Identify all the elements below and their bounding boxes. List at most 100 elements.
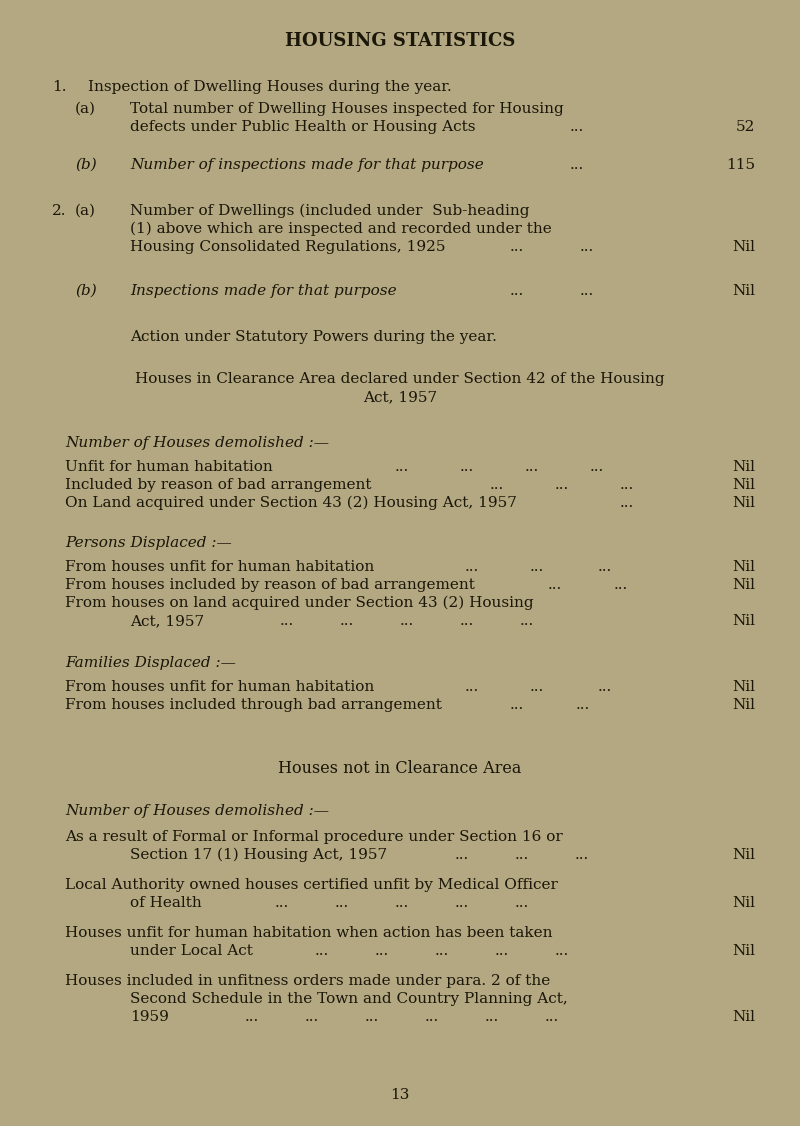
Text: Nil: Nil [732,944,755,958]
Text: ...: ... [548,578,562,592]
Text: Total number of Dwelling Houses inspected for Housing: Total number of Dwelling Houses inspecte… [130,102,564,116]
Text: (a): (a) [75,102,96,116]
Text: Houses in Clearance Area declared under Section 42 of the Housing: Houses in Clearance Area declared under … [135,372,665,386]
Text: ...: ... [465,560,479,574]
Text: ...: ... [375,944,390,958]
Text: Local Authority owned houses certified unfit by Medical Officer: Local Authority owned houses certified u… [65,878,558,892]
Text: ...: ... [545,1010,559,1024]
Text: ...: ... [570,120,584,134]
Text: Persons Displaced :—: Persons Displaced :— [65,536,232,549]
Text: ...: ... [555,944,570,958]
Text: Nil: Nil [732,461,755,474]
Text: As a result of Formal or Informal procedure under Section 16 or: As a result of Formal or Informal proced… [65,830,562,844]
Text: Nil: Nil [732,848,755,863]
Text: (a): (a) [75,204,96,218]
Text: Nil: Nil [732,479,755,492]
Text: Inspections made for that purpose: Inspections made for that purpose [130,284,397,298]
Text: Section 17 (1) Housing Act, 1957: Section 17 (1) Housing Act, 1957 [130,848,387,863]
Text: Inspection of Dwelling Houses during the year.: Inspection of Dwelling Houses during the… [88,80,452,93]
Text: ...: ... [275,896,290,910]
Text: ...: ... [280,614,294,628]
Text: Number of inspections made for that purpose: Number of inspections made for that purp… [130,158,484,172]
Text: Nil: Nil [732,896,755,910]
Text: Nil: Nil [732,614,755,628]
Text: defects under Public Health or Housing Acts: defects under Public Health or Housing A… [130,120,475,134]
Text: ...: ... [510,240,524,254]
Text: ...: ... [315,944,330,958]
Text: ...: ... [340,614,354,628]
Text: Act, 1957: Act, 1957 [363,390,437,404]
Text: ...: ... [614,578,628,592]
Text: ...: ... [580,240,594,254]
Text: 1959: 1959 [130,1010,169,1024]
Text: of Health: of Health [130,896,202,910]
Text: Nil: Nil [732,240,755,254]
Text: Housing Consolidated Regulations, 1925: Housing Consolidated Regulations, 1925 [130,240,446,254]
Text: HOUSING STATISTICS: HOUSING STATISTICS [285,32,515,50]
Text: Number of Dwellings (included under  Sub-heading: Number of Dwellings (included under Sub-… [130,204,530,218]
Text: On Land acquired under Section 43 (2) Housing Act, 1957: On Land acquired under Section 43 (2) Ho… [65,495,517,510]
Text: 1.: 1. [52,80,66,93]
Text: under Local Act: under Local Act [130,944,253,958]
Text: ...: ... [490,479,504,492]
Text: ...: ... [570,158,584,172]
Text: Nil: Nil [732,698,755,712]
Text: ...: ... [460,614,474,628]
Text: ...: ... [460,461,474,474]
Text: ...: ... [590,461,604,474]
Text: ...: ... [510,284,524,298]
Text: ...: ... [395,896,410,910]
Text: Nil: Nil [732,1010,755,1024]
Text: ...: ... [598,680,612,694]
Text: Nil: Nil [732,578,755,592]
Text: ...: ... [455,896,470,910]
Text: ...: ... [555,479,570,492]
Text: ...: ... [576,698,590,712]
Text: ...: ... [530,680,544,694]
Text: ...: ... [525,461,539,474]
Text: ...: ... [515,896,530,910]
Text: Nil: Nil [732,495,755,510]
Text: ...: ... [435,944,450,958]
Text: Houses unfit for human habitation when action has been taken: Houses unfit for human habitation when a… [65,926,553,940]
Text: ...: ... [620,479,634,492]
Text: (b): (b) [75,284,97,298]
Text: 13: 13 [390,1088,410,1102]
Text: ...: ... [245,1010,259,1024]
Text: Houses not in Clearance Area: Houses not in Clearance Area [278,760,522,777]
Text: ...: ... [520,614,534,628]
Text: Number of Houses demolished :—: Number of Houses demolished :— [65,436,329,450]
Text: ...: ... [400,614,414,628]
Text: Nil: Nil [732,560,755,574]
Text: From houses included through bad arrangement: From houses included through bad arrange… [65,698,442,712]
Text: (1) above which are inspected and recorded under the: (1) above which are inspected and record… [130,222,552,236]
Text: ...: ... [575,848,590,863]
Text: From houses on land acquired under Section 43 (2) Housing: From houses on land acquired under Secti… [65,596,534,610]
Text: ...: ... [485,1010,499,1024]
Text: Included by reason of bad arrangement: Included by reason of bad arrangement [65,479,371,492]
Text: (b): (b) [75,158,97,172]
Text: ...: ... [598,560,612,574]
Text: Number of Houses demolished :—: Number of Houses demolished :— [65,804,329,817]
Text: ...: ... [530,560,544,574]
Text: From houses included by reason of bad arrangement: From houses included by reason of bad ar… [65,578,475,592]
Text: Nil: Nil [732,680,755,694]
Text: Houses included in unfitness orders made under para. 2 of the: Houses included in unfitness orders made… [65,974,550,988]
Text: Unfit for human habitation: Unfit for human habitation [65,461,273,474]
Text: Act, 1957: Act, 1957 [130,614,204,628]
Text: ...: ... [365,1010,379,1024]
Text: ...: ... [465,680,479,694]
Text: Second Schedule in the Town and Country Planning Act,: Second Schedule in the Town and Country … [130,992,568,1006]
Text: ...: ... [495,944,510,958]
Text: 115: 115 [726,158,755,172]
Text: From houses unfit for human habitation: From houses unfit for human habitation [65,680,374,694]
Text: ...: ... [515,848,530,863]
Text: ...: ... [335,896,350,910]
Text: Families Displaced :—: Families Displaced :— [65,656,236,670]
Text: ...: ... [620,495,634,510]
Text: 52: 52 [736,120,755,134]
Text: ...: ... [510,698,524,712]
Text: ...: ... [425,1010,439,1024]
Text: ...: ... [580,284,594,298]
Text: ...: ... [395,461,410,474]
